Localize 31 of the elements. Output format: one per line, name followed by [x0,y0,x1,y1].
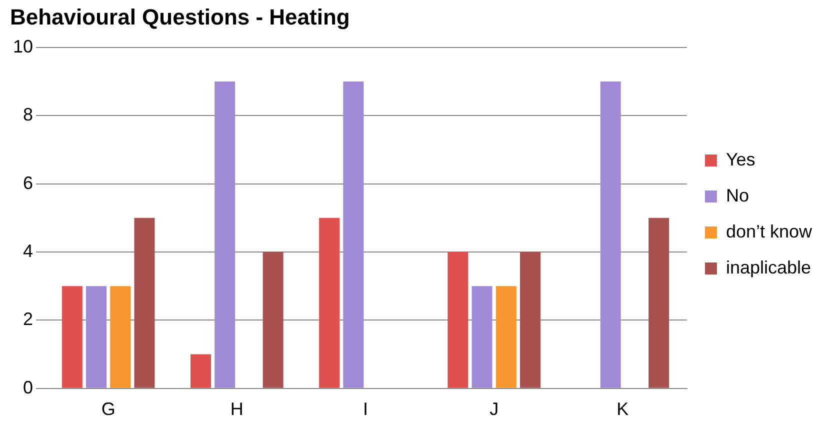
x-tick-label: I [362,399,368,420]
y-tick-label: 2 [23,309,34,330]
bar [319,218,340,388]
bar [343,82,364,388]
x-tick-label: J [490,399,499,420]
x-tick-label: K [616,399,629,420]
bar [496,286,516,388]
bar [448,252,468,388]
legend-label: inaplicable [726,257,812,278]
chart-title: Behavioural Questions - Heating [10,4,350,30]
bar [600,82,621,388]
y-tick-label: 0 [23,377,34,398]
bar [520,252,540,388]
x-tick-label: H [230,399,244,420]
y-tick-label: 4 [23,240,34,261]
bar [110,286,131,388]
bar [262,252,284,388]
legend-label: don’t know [726,221,813,242]
y-tick-label: 10 [12,36,34,56]
y-tick-label: 6 [23,172,34,193]
bar [190,354,211,388]
bar [214,82,236,388]
x-tick-label: G [101,399,116,420]
legend-label: Yes [726,149,756,170]
bar [62,286,82,388]
y-tick-label: 8 [23,104,34,125]
bar [86,286,107,388]
bar [648,218,670,388]
legend-label: No [726,185,749,206]
bar [472,286,492,388]
bar [134,218,155,388]
